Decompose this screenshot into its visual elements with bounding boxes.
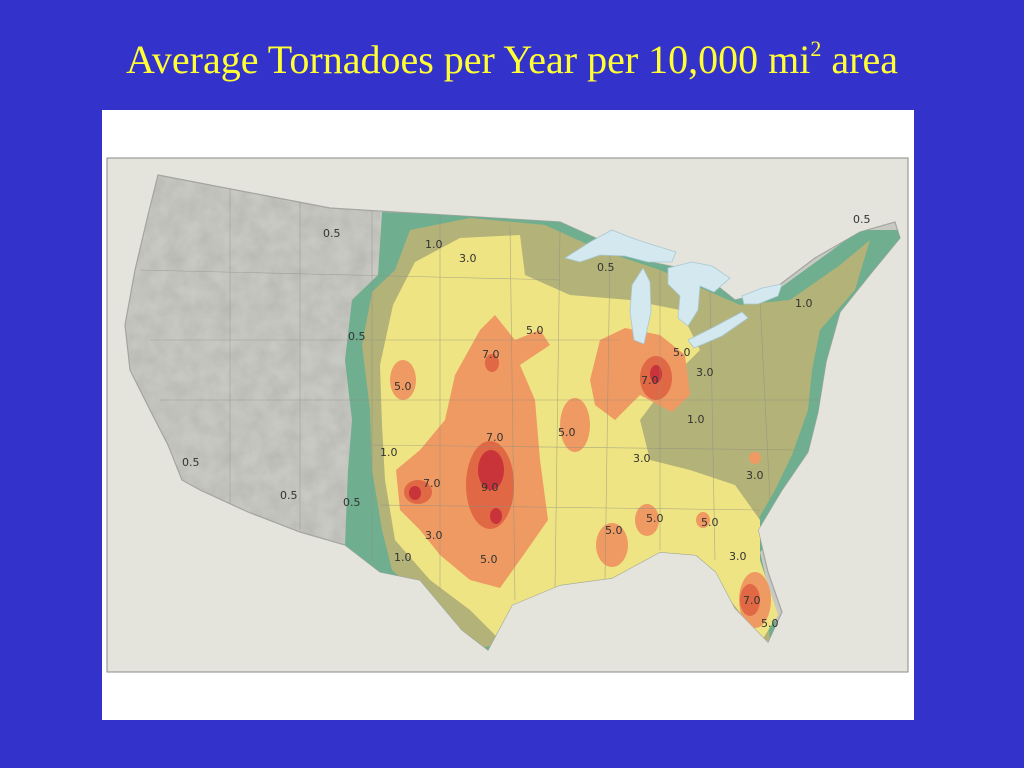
contour-label: 0.5 [323, 227, 341, 240]
title-superscript: 2 [810, 36, 822, 61]
lake-superior [564, 229, 677, 263]
contour-label: 5.0 [394, 380, 412, 393]
contour-label: 3.0 [633, 452, 651, 465]
contour-label: 3.0 [696, 366, 714, 379]
contour-label: 1.0 [795, 297, 813, 310]
slide-title: Average Tornadoes per Year per 10,000 mi… [0, 32, 1024, 88]
map-frame: 0.5 1.0 3.0 0.5 0.5 1.0 0.5 5.0 7.0 5.0 … [102, 110, 914, 720]
contour-label: 0.5 [597, 261, 615, 274]
tornado-map: 0.5 1.0 3.0 0.5 0.5 1.0 0.5 5.0 7.0 5.0 … [106, 157, 909, 673]
contour-labels: 0.5 1.0 3.0 0.5 0.5 1.0 0.5 5.0 7.0 5.0 … [182, 213, 871, 630]
contour-label: 1.0 [380, 446, 398, 459]
contour-label: 3.0 [459, 252, 477, 265]
contour-label: 7.0 [641, 374, 659, 387]
contour-label: 7.0 [486, 431, 504, 444]
contour-label: 5.0 [558, 426, 576, 439]
lake-erie [687, 311, 749, 349]
great-lakes [564, 229, 783, 349]
contour-label: 5.0 [480, 553, 498, 566]
contour-label: 0.5 [280, 489, 298, 502]
lake-huron [667, 261, 731, 327]
contour-label: 7.0 [743, 594, 761, 607]
contour-label: 0.5 [853, 213, 871, 226]
contour-label: 5.0 [673, 346, 691, 359]
contour-label: 3.0 [729, 550, 747, 563]
contour-band-9-0 [409, 365, 662, 524]
contour-label: 1.0 [687, 413, 705, 426]
contour-label: 7.0 [482, 348, 500, 361]
contour-label: 0.5 [182, 456, 200, 469]
contour-label: 1.0 [425, 238, 443, 251]
contour-label: 0.5 [343, 496, 361, 509]
contour-label: 9.0 [481, 481, 499, 494]
contour-label: 0.5 [348, 330, 366, 343]
lake-ontario [741, 283, 783, 305]
contour-label: 7.0 [423, 477, 441, 490]
contour-label: 5.0 [646, 512, 664, 525]
contour-label: 5.0 [605, 524, 623, 537]
contour-label: 5.0 [701, 516, 719, 529]
contour-label: 3.0 [425, 529, 443, 542]
lake-michigan [629, 267, 652, 345]
contour-label: 5.0 [761, 617, 779, 630]
title-main: Average Tornadoes per Year per 10,000 mi [125, 37, 811, 82]
contour-label: 5.0 [526, 324, 544, 337]
contour-label: 3.0 [746, 469, 764, 482]
contour-band-5-0 [390, 315, 771, 628]
title-suffix: area [821, 37, 898, 82]
contour-label: 1.0 [394, 551, 412, 564]
